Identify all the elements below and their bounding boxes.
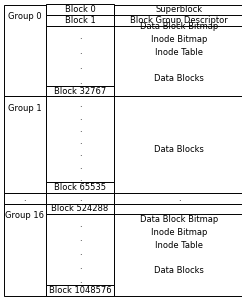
Text: Data Blocks: Data Blocks <box>154 145 204 154</box>
Text: Group 16: Group 16 <box>5 211 44 220</box>
Text: .: . <box>79 77 81 86</box>
Bar <box>4 193 46 204</box>
Text: Block 1: Block 1 <box>65 16 95 25</box>
Text: Block 32767: Block 32767 <box>54 86 106 95</box>
Text: Group 1: Group 1 <box>8 104 41 113</box>
Text: .: . <box>79 276 81 285</box>
Text: Group 0: Group 0 <box>8 12 41 21</box>
Text: .: . <box>79 194 81 203</box>
Text: .: . <box>79 220 81 229</box>
Bar <box>4 204 46 296</box>
Text: .: . <box>79 248 81 257</box>
Text: Block 1048576: Block 1048576 <box>49 286 111 295</box>
Bar <box>46 86 114 96</box>
Bar <box>114 4 242 96</box>
Bar <box>46 15 114 26</box>
Text: .: . <box>79 100 81 109</box>
Bar <box>46 204 114 214</box>
Text: Data Block Bitmap
Inode Bitmap
Inode Table

Data Blocks: Data Block Bitmap Inode Bitmap Inode Tab… <box>140 215 219 275</box>
Text: Block 524288: Block 524288 <box>51 205 109 214</box>
Bar <box>114 96 242 193</box>
Text: Block Group Descriptor: Block Group Descriptor <box>130 16 228 25</box>
Text: Block 65535: Block 65535 <box>54 183 106 192</box>
Text: .: . <box>79 125 81 134</box>
Bar <box>4 96 46 193</box>
Bar <box>46 4 114 15</box>
Text: .: . <box>23 194 26 203</box>
Bar <box>46 96 114 182</box>
Bar <box>4 4 46 96</box>
Bar <box>46 26 114 86</box>
Bar <box>46 193 114 204</box>
Text: .: . <box>79 32 81 40</box>
Text: .: . <box>79 149 81 158</box>
Bar <box>114 193 242 204</box>
Bar <box>46 182 114 193</box>
Text: .: . <box>178 194 181 203</box>
Bar <box>114 204 242 296</box>
Bar <box>46 214 114 285</box>
Text: .: . <box>79 262 81 271</box>
Text: .: . <box>79 234 81 243</box>
Text: Block 0: Block 0 <box>65 5 95 14</box>
Text: .: . <box>79 62 81 71</box>
Text: .: . <box>79 137 81 146</box>
Bar <box>46 285 114 296</box>
Text: Data Block Bitmap
Inode Bitmap
Inode Table

Data Blocks: Data Block Bitmap Inode Bitmap Inode Tab… <box>140 22 219 83</box>
Text: Superblock: Superblock <box>156 5 203 14</box>
Text: .: . <box>79 113 81 122</box>
Text: .: . <box>79 162 81 171</box>
Text: .: . <box>79 174 81 183</box>
Text: .: . <box>79 47 81 56</box>
